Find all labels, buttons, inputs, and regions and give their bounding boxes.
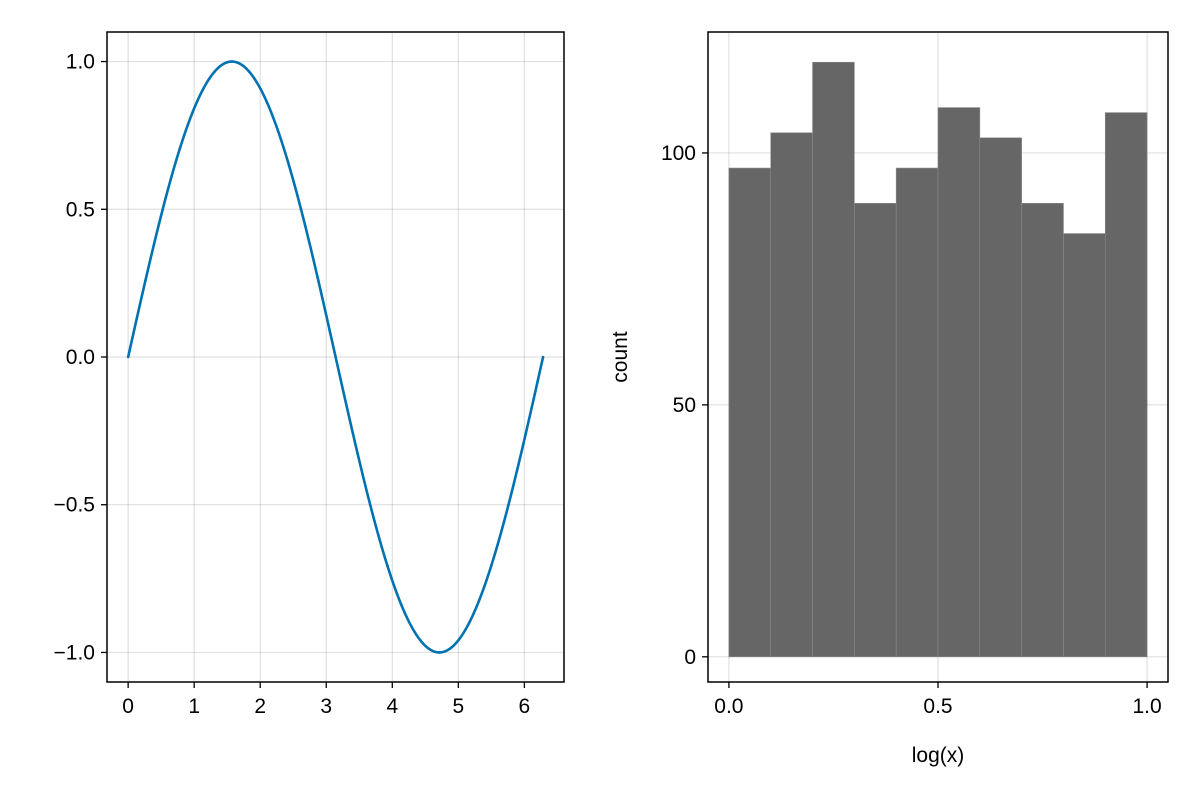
series-point [472,611,476,615]
series-point [489,564,493,568]
series-point [455,641,458,644]
histogram-bar [1063,233,1106,658]
series-point [126,355,130,359]
y-axis-label: count [609,331,632,383]
series-point [334,355,337,359]
y-tick-label: 0.5 [66,198,95,221]
histogram-bar [854,203,897,658]
y-tick-label: 1.0 [66,51,95,74]
histogram-bar [937,107,981,658]
x-tick-label: 5 [452,695,464,718]
series-point [144,279,147,282]
series-point [178,146,182,150]
series-point [368,503,372,507]
series-point [541,355,545,359]
series-point [247,70,251,73]
histogram-bar [895,167,939,658]
x-tick-label: 3 [320,695,332,718]
series-point [195,99,199,103]
series-point [161,207,165,211]
series-point [265,99,268,103]
series-point [282,146,286,150]
x-tick-label: 6 [519,695,531,718]
x-tick-label: 4 [386,695,398,718]
series-point [438,651,441,654]
series-point [317,279,320,282]
histogram-bar [1104,112,1148,658]
histogram-bar [979,137,1022,658]
histogram-chart: 0.0 0.5 1.0 0 50 100 log(x) count [609,31,1169,767]
series-point [351,432,355,435]
x-tick-label: 2 [254,695,266,718]
x-tick-label: 1.0 [1132,695,1161,718]
y-tick-label: −0.5 [54,494,95,517]
series-point [524,432,528,435]
x-tick-label: 1 [188,695,200,718]
series-point [403,611,407,615]
histogram-bar [728,167,772,658]
series-point [230,60,234,63]
plot-frame [707,31,1169,683]
y-tick-label: −1.0 [54,641,95,664]
x-tick-label: 0 [122,695,134,718]
y-tick-label: 50 [673,394,696,417]
x-tick-label: 0.0 [714,695,743,718]
histogram-bar [812,61,855,658]
series-point [386,564,389,568]
plot-frame [106,31,565,683]
series-point [507,503,510,507]
sine-line-chart: 0 1 2 3 4 5 6 1.0 0.5 0.0 −0.5 −1.0 [54,31,565,718]
histogram-bar [770,132,813,658]
y-tick-label: 0.0 [66,346,95,369]
y-tick-label: 0 [684,646,696,669]
series-point [299,207,303,211]
histogram-bar [1021,203,1064,658]
x-axis-label: log(x) [912,744,965,767]
x-tick-label: 0.5 [923,695,952,718]
series-point [213,70,216,73]
series-point [420,641,424,644]
y-tick-label: 100 [661,142,696,165]
